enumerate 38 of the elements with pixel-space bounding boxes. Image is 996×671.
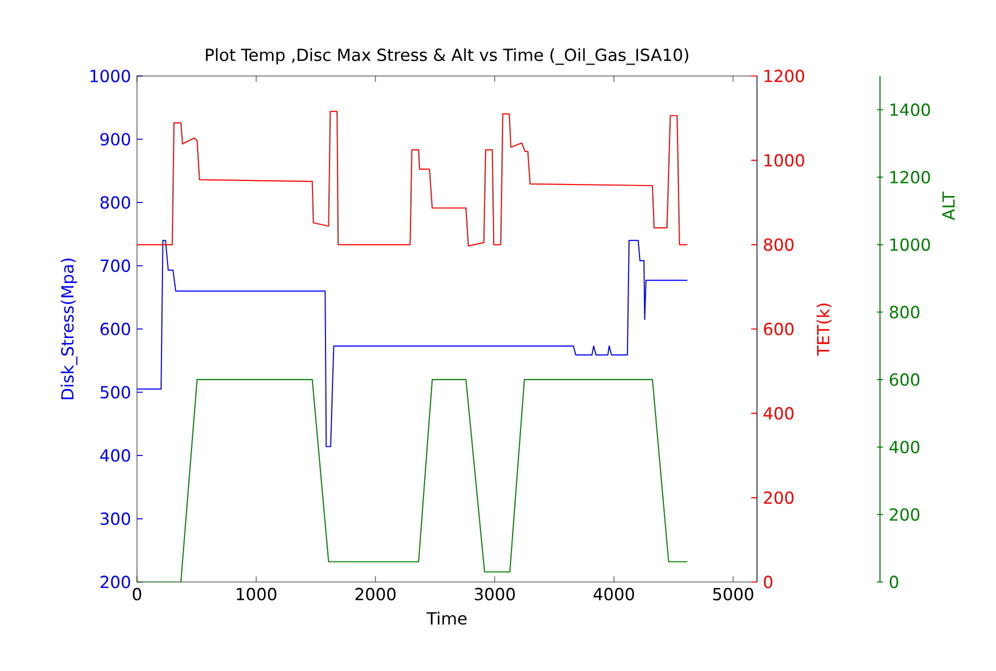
y-tick-label: 400 (100, 449, 130, 462)
x-tick-label: 4000 (594, 588, 634, 600)
y2-tick-label: 400 (764, 407, 794, 420)
y2-tick-label: 600 (764, 322, 794, 336)
line-series (137, 240, 688, 448)
y3-axis-title: ALT (942, 192, 955, 220)
x-tick-label: 5000 (713, 588, 754, 600)
x-tick-label: 1000 (236, 588, 276, 600)
y-tick-label: 200 (100, 576, 130, 588)
y2-tick-label: 0 (764, 576, 772, 588)
y2-axis-title: TET(k) (816, 304, 832, 356)
y-axis-title: Disk_Stress(Mpa) (60, 258, 78, 400)
y3-tick-label: 800 (890, 306, 920, 318)
y2-tick-label: 200 (764, 491, 794, 504)
y2-tick-label: 1200 (764, 70, 804, 82)
y3-tick-label: 600 (890, 373, 920, 386)
y-tick-label: 700 (100, 259, 130, 272)
y-tick-label: 600 (100, 322, 130, 336)
y-tick-label: 1000 (90, 70, 130, 82)
y3-tick-label: 1400 (890, 103, 930, 116)
line-series (137, 379, 688, 582)
y-tick-label: 300 (100, 512, 130, 526)
y-tick-label: 800 (100, 196, 130, 209)
y2-tick-label: 800 (764, 238, 794, 251)
line-series (137, 110, 688, 246)
x-tick-label: 2000 (355, 588, 396, 600)
y3-tick-label: 200 (890, 508, 920, 521)
y3-tick-label: 0 (890, 576, 898, 588)
y-tick-label: 900 (100, 132, 130, 146)
y2-tick-label: 1000 (764, 154, 804, 167)
x-tick-label: 3000 (474, 588, 515, 600)
chart-title: Plot Temp ,Disc Max Stress & Alt vs Time (_Oil_Gas_ISA10) (206, 48, 688, 65)
y-tick-label: 500 (100, 386, 130, 399)
x-axis-title: Time (426, 612, 467, 625)
y3-tick-label: 1200 (890, 170, 930, 184)
y3-tick-label: 1000 (890, 238, 930, 251)
y3-tick-label: 400 (889, 440, 920, 454)
x-tick-label: 0 (132, 588, 142, 600)
